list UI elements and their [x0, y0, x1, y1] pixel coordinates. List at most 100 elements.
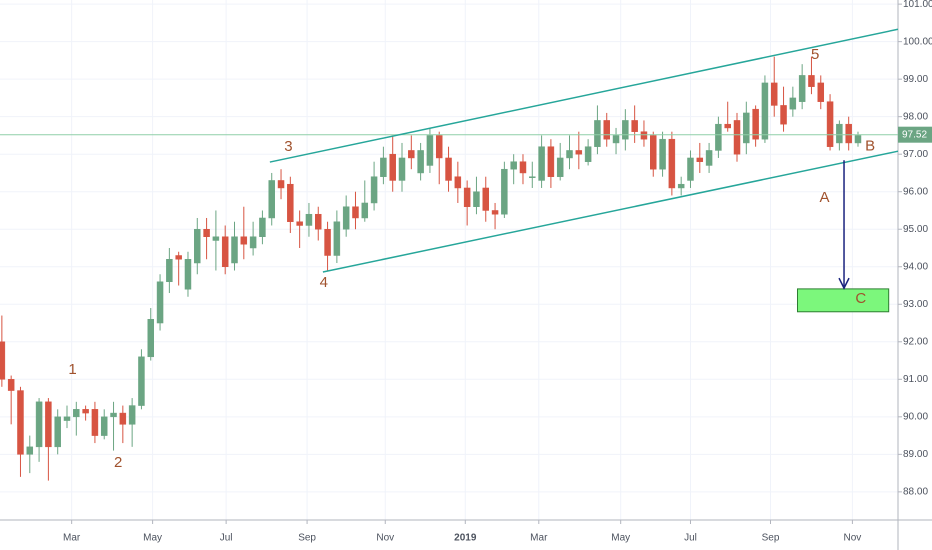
y-tick-label: 91.00	[903, 374, 928, 385]
candle-body	[63, 416, 71, 421]
candle-body	[119, 412, 127, 425]
candle-body	[417, 150, 424, 174]
candle-body	[733, 120, 741, 155]
candle-body	[501, 168, 508, 215]
candle-body	[594, 120, 601, 147]
candle-body	[575, 150, 583, 155]
candle-body	[482, 187, 490, 211]
y-tick-label: 93.00	[903, 299, 928, 310]
candle-body	[426, 135, 434, 166]
candle-body	[584, 146, 592, 162]
candle-body	[184, 258, 192, 290]
y-tick-label: 95.00	[903, 224, 928, 235]
candle-body	[445, 157, 452, 181]
candle-body	[166, 258, 173, 283]
candle-body	[287, 183, 294, 222]
candle-body	[212, 236, 220, 241]
wave-label: 4	[320, 274, 328, 291]
candle-body	[361, 202, 369, 219]
candle-body	[408, 150, 415, 159]
y-tick-label: 101.00	[903, 0, 932, 10]
candle-body	[854, 135, 862, 144]
candle-body	[259, 217, 266, 237]
candle-body	[566, 150, 573, 159]
candle-body	[538, 146, 545, 181]
candle-body	[622, 120, 629, 140]
candle-body	[370, 176, 378, 204]
candle-body	[752, 108, 759, 140]
candle-body	[640, 131, 648, 140]
candle-body	[249, 236, 257, 249]
candle-body	[817, 82, 825, 102]
candle-body	[352, 206, 359, 219]
candle-body	[398, 157, 406, 181]
candle-body	[138, 356, 145, 406]
candle-body	[91, 409, 99, 436]
candle-body	[659, 138, 666, 170]
candle-body	[715, 123, 722, 151]
channel-line	[269, 28, 899, 163]
candle-body	[454, 176, 462, 189]
arrow-head	[838, 277, 850, 290]
candle-body	[491, 210, 499, 215]
candle-body	[156, 281, 164, 324]
candle-body	[770, 82, 778, 106]
candle-body	[100, 416, 108, 436]
candle-body	[110, 412, 117, 418]
candle-body	[510, 161, 517, 170]
x-tick-label: Jul	[220, 533, 233, 544]
candle-body	[603, 120, 610, 140]
x-tick-label: Jul	[684, 533, 697, 544]
candle-body	[677, 183, 685, 189]
x-tick-label: Nov	[844, 533, 862, 544]
x-tick-label: May	[611, 533, 630, 544]
candle-body	[203, 228, 210, 237]
candle-body	[128, 405, 136, 425]
candle-body	[380, 157, 387, 177]
candle-body	[82, 409, 89, 414]
candle-body	[836, 123, 843, 144]
wave-label: 3	[284, 138, 292, 155]
y-tick-label: 89.00	[903, 449, 928, 460]
candle-body	[240, 236, 248, 245]
candle-body	[231, 236, 238, 264]
y-tick-label: 90.00	[903, 411, 928, 422]
candle-body	[333, 221, 341, 256]
candle-body	[54, 416, 61, 448]
candle-body	[556, 157, 564, 177]
candle-body	[826, 101, 834, 147]
x-tick-label: Sep	[298, 533, 316, 544]
y-tick-label: 99.00	[903, 74, 928, 85]
candle-body	[26, 446, 34, 455]
candle-body	[473, 191, 480, 207]
target-box	[796, 288, 890, 313]
channel-line	[322, 150, 899, 273]
candle-body	[798, 75, 806, 102]
candle-body	[147, 319, 155, 358]
candle-body	[221, 236, 229, 268]
candle-body	[324, 228, 331, 256]
y-tick-label: 98.00	[903, 111, 928, 122]
wave-label: C	[855, 290, 866, 307]
candle-body	[529, 176, 536, 178]
x-tick-label: Sep	[762, 533, 780, 544]
candle-body	[17, 390, 24, 455]
y-tick-label: 88.00	[903, 487, 928, 498]
wave-label: 5	[811, 46, 819, 63]
candle-body	[612, 135, 620, 144]
candle-body	[296, 221, 303, 226]
wave-label: A	[819, 189, 829, 206]
y-tick-label: 97.00	[903, 149, 928, 160]
y-tick-label: 100.00	[903, 36, 932, 47]
x-tick-label: Mar	[530, 533, 548, 544]
candle-body	[724, 123, 731, 129]
x-tick-label: Nov	[376, 533, 394, 544]
wave-label: 1	[68, 361, 76, 378]
y-tick-label: 94.00	[903, 261, 928, 272]
y-tick-label: 96.00	[903, 186, 928, 197]
candle-body	[315, 213, 322, 230]
candle-body	[389, 153, 396, 181]
candle-body	[342, 206, 350, 230]
